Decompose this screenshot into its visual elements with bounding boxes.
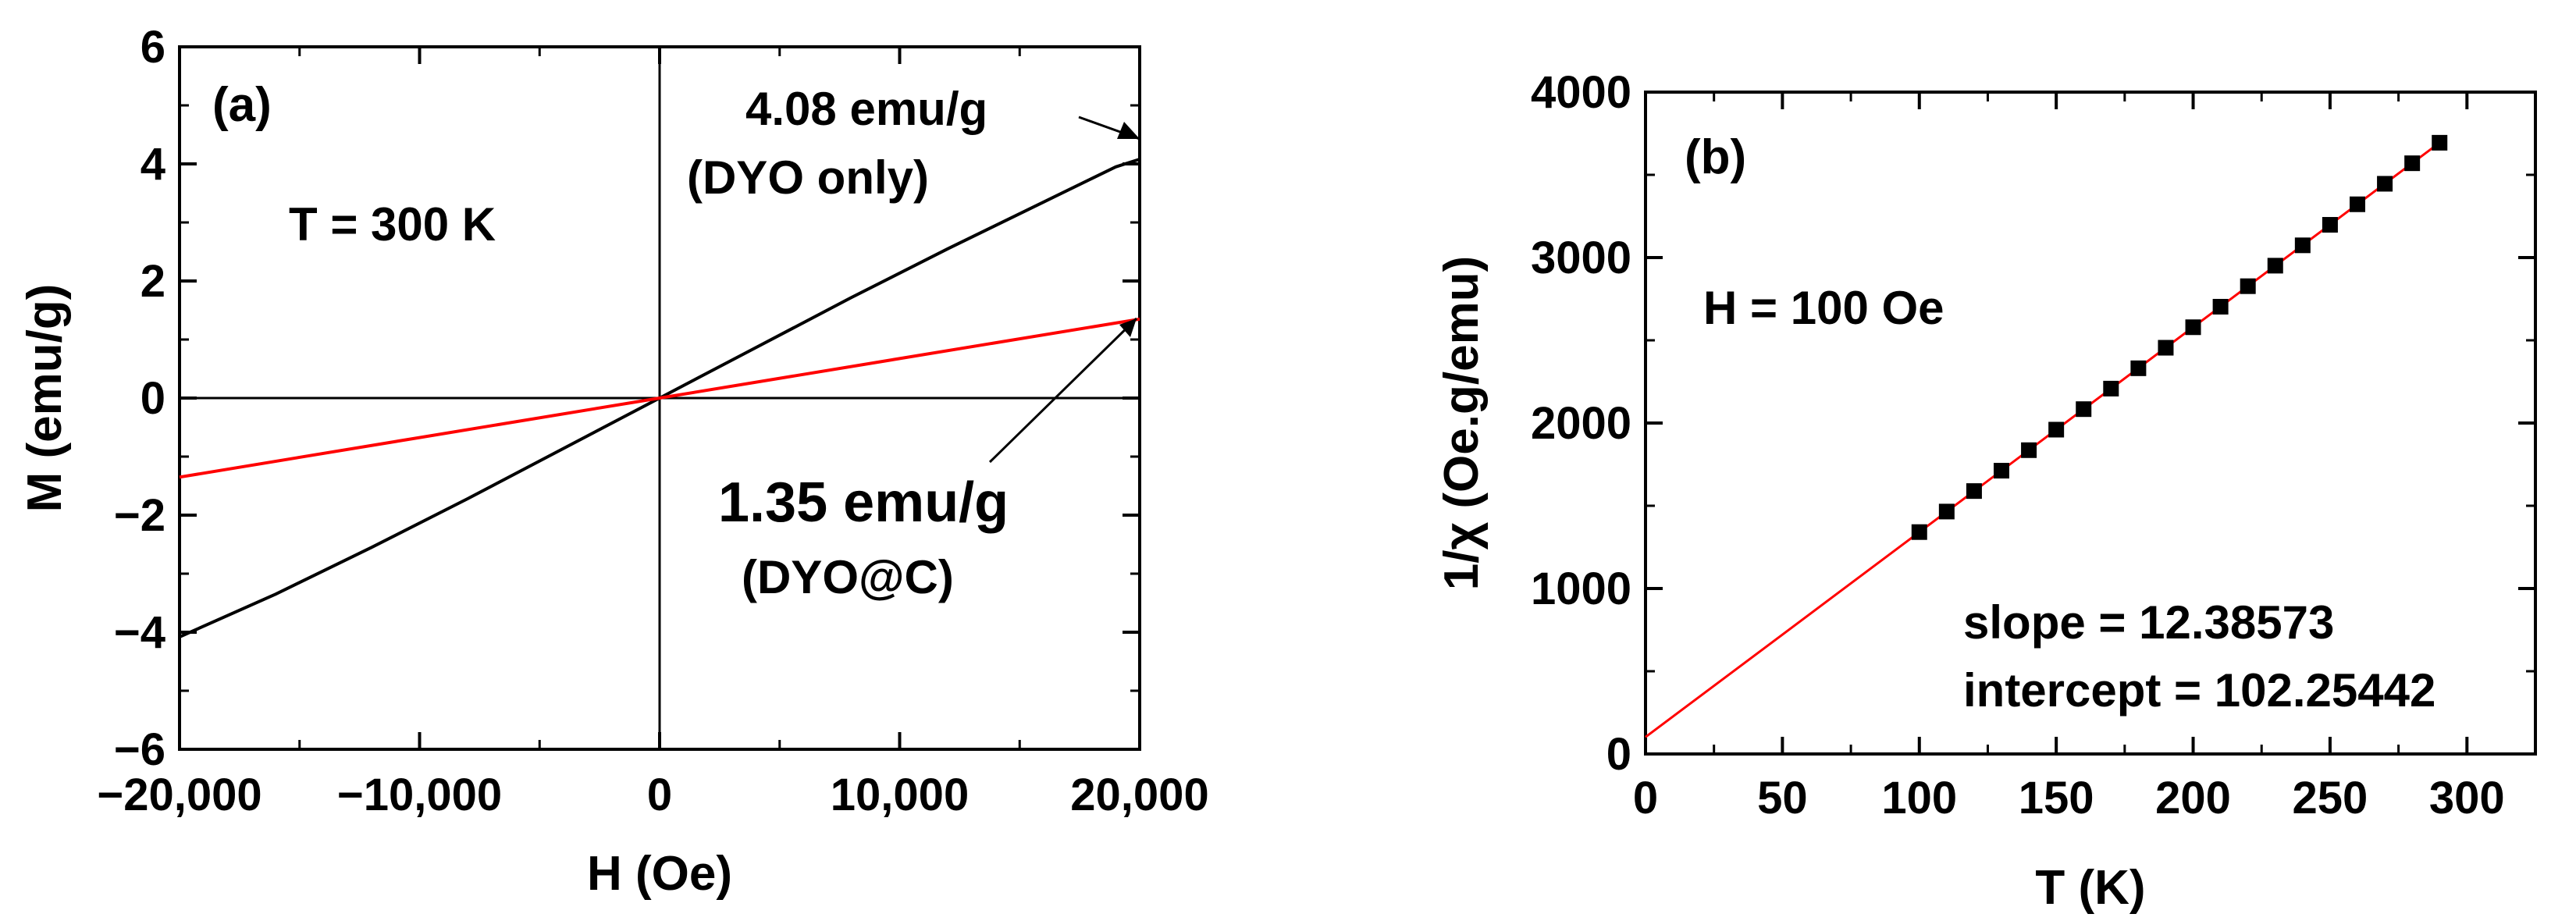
data-point bbox=[2048, 421, 2065, 438]
panel-a-series bbox=[179, 158, 1140, 638]
temperature-annotation: T = 300 K bbox=[289, 198, 496, 251]
slope-annotation: slope = 12.38573 bbox=[1963, 596, 2334, 649]
arrow-to-dyoc-value bbox=[988, 317, 1138, 464]
dyoc-value-annotation: 1.35 emu/g bbox=[718, 471, 1009, 534]
x-tick-label: 200 bbox=[2155, 773, 2231, 823]
panel-b-x-axis-title: T (K) bbox=[2035, 861, 2145, 915]
data-point bbox=[2130, 360, 2147, 376]
y-tick-label: 2 bbox=[141, 256, 165, 307]
x-tick-label: −10,000 bbox=[337, 770, 502, 820]
y-tick-label: −6 bbox=[114, 724, 165, 775]
data-point bbox=[1911, 524, 1927, 540]
data-point bbox=[2322, 217, 2338, 233]
arrowhead-dyo bbox=[1117, 122, 1140, 139]
y-tick-label: 3000 bbox=[1531, 233, 1631, 283]
panel-b-y-axis-title: 1/χ (Oe.g/emu) bbox=[1435, 256, 1489, 590]
panel-a-annotation-arrows bbox=[988, 116, 1140, 464]
y-tick-label: 4000 bbox=[1531, 67, 1631, 118]
y-tick-label: 6 bbox=[141, 22, 165, 73]
y-tick-label: 1000 bbox=[1531, 564, 1631, 614]
data-point bbox=[2185, 319, 2201, 336]
data-point bbox=[2267, 258, 2283, 274]
x-tick-label: 300 bbox=[2429, 773, 2505, 823]
data-point bbox=[2240, 278, 2256, 294]
y-tick-label: 2000 bbox=[1531, 398, 1631, 449]
field-annotation: H = 100 Oe bbox=[1703, 282, 1944, 334]
panel-a-magnetization-chart: −20,000 −10,000 0 10,000 20,000 −6 −4 −2 0 2 4 6 (a… bbox=[18, 22, 1209, 901]
data-point bbox=[2404, 155, 2421, 172]
data-point bbox=[1994, 463, 2009, 479]
dyo-value-annotation: 4.08 emu/g bbox=[745, 83, 987, 135]
data-point bbox=[1966, 483, 1982, 500]
x-tick-label: 150 bbox=[2019, 773, 2094, 823]
panel-a-x-axis-title: H (Oe) bbox=[587, 847, 732, 901]
y-tick-label: 0 bbox=[141, 373, 165, 424]
dyo-at-c-curve bbox=[179, 317, 1140, 479]
x-tick-label: −20,000 bbox=[97, 770, 262, 820]
intercept-annotation: intercept = 102.25442 bbox=[1963, 664, 2435, 717]
data-point bbox=[2294, 237, 2311, 254]
data-point bbox=[2103, 380, 2119, 396]
panel-b-data-points bbox=[1911, 134, 2448, 540]
panel-b-label: (b) bbox=[1685, 130, 1746, 184]
data-point bbox=[2350, 196, 2365, 212]
dyo-only-curve bbox=[179, 158, 1140, 638]
arrowhead-dyoc bbox=[1119, 318, 1137, 337]
x-tick-label: 50 bbox=[1757, 773, 1808, 823]
x-tick-label: 0 bbox=[647, 770, 672, 820]
data-point bbox=[2158, 340, 2174, 356]
panel-a-y-axis-title: M (emu/g) bbox=[18, 284, 72, 513]
data-point bbox=[2021, 442, 2037, 458]
x-tick-label: 0 bbox=[1633, 773, 1658, 823]
x-tick-label: 250 bbox=[2293, 773, 2368, 823]
y-tick-label: 0 bbox=[1606, 729, 1631, 780]
y-tick-label: 4 bbox=[141, 139, 165, 190]
x-tick-label: 10,000 bbox=[831, 770, 969, 820]
panel-a-ticks: −20,000 −10,000 0 10,000 20,000 −6 −4 −2 0 2 4 6 bbox=[97, 22, 1208, 820]
data-point bbox=[2432, 134, 2448, 151]
y-tick-label: −4 bbox=[114, 607, 165, 658]
x-tick-label: 100 bbox=[1881, 773, 1957, 823]
dyo-label-annotation: (DYO only) bbox=[687, 151, 929, 204]
panel-b-plot-frame bbox=[1644, 91, 2537, 756]
x-tick-label: 20,000 bbox=[1070, 770, 1208, 820]
dyoc-label-annotation: (DYO@C) bbox=[742, 551, 954, 603]
y-tick-label: −2 bbox=[114, 490, 165, 541]
data-point bbox=[2212, 298, 2229, 315]
data-point bbox=[2377, 176, 2393, 192]
data-point bbox=[2076, 401, 2092, 418]
data-point bbox=[1938, 503, 1955, 520]
panel-a-label: (a) bbox=[212, 78, 272, 132]
